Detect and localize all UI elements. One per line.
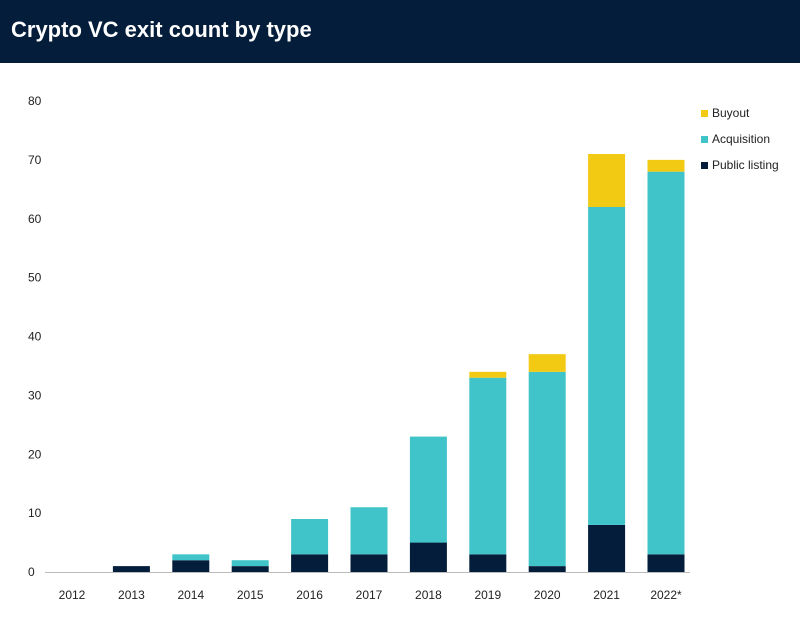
- bar-public-listing: [469, 554, 507, 572]
- x-tick-label: 2012: [59, 588, 86, 602]
- y-tick-label: 40: [28, 330, 42, 344]
- x-tick-label: 2019: [474, 588, 501, 602]
- bar-acquisition: [231, 560, 269, 567]
- bar-public-listing: [291, 554, 329, 572]
- y-tick-label: 60: [28, 212, 42, 226]
- y-tick-label: 0: [28, 565, 35, 579]
- y-tick-label: 50: [28, 271, 42, 285]
- chart-title: Crypto VC exit count by type: [11, 17, 312, 42]
- x-tick-label: 2018: [415, 588, 442, 602]
- legend-swatch: [701, 110, 708, 117]
- bar-buyout: [528, 354, 566, 372]
- x-tick-label: 2020: [534, 588, 561, 602]
- bar-acquisition: [172, 554, 210, 561]
- header: Crypto VC exit count by type: [0, 0, 800, 63]
- bar-acquisition: [291, 519, 329, 555]
- bar-buyout: [647, 159, 685, 172]
- bar-acquisition: [350, 507, 388, 555]
- bar-public-listing: [409, 542, 447, 572]
- y-tick-label: 70: [28, 153, 42, 167]
- x-tick-label: 2015: [237, 588, 264, 602]
- bar-public-listing: [350, 554, 388, 572]
- x-tick-label: 2017: [356, 588, 383, 602]
- x-tick-label: 2014: [177, 588, 204, 602]
- x-tick-label: 2016: [296, 588, 323, 602]
- bar-buyout: [588, 153, 626, 207]
- bar-acquisition: [647, 171, 685, 555]
- x-tick-label: 2021: [593, 588, 620, 602]
- bar-public-listing: [172, 560, 210, 572]
- bar-acquisition: [409, 436, 447, 543]
- y-tick-label: 10: [28, 506, 42, 520]
- legend-swatch: [701, 162, 708, 169]
- bar-public-listing: [112, 566, 150, 572]
- stacked-bar-chart: 0 10 20 30 40 50 60 70 80 2012 2013 2014 2015 2016 201…: [28, 94, 779, 602]
- legend-label: Public listing: [712, 158, 779, 172]
- bar-acquisition: [588, 206, 626, 525]
- legend-label: Buyout: [712, 106, 750, 120]
- legend-swatch: [701, 136, 708, 143]
- bar-buyout: [469, 371, 507, 378]
- x-tick-label: 2022*: [650, 588, 682, 602]
- y-tick-label: 80: [28, 94, 42, 108]
- legend-label: Acquisition: [712, 132, 770, 146]
- bar-public-listing: [588, 524, 626, 572]
- y-tick-label: 30: [28, 388, 42, 402]
- bar-acquisition: [528, 371, 566, 567]
- bar-public-listing: [231, 566, 269, 572]
- bar-public-listing: [528, 566, 566, 572]
- y-tick-label: 20: [28, 447, 42, 461]
- bar-acquisition: [469, 377, 507, 555]
- bar-public-listing: [647, 554, 685, 572]
- x-tick-label: 2013: [118, 588, 145, 602]
